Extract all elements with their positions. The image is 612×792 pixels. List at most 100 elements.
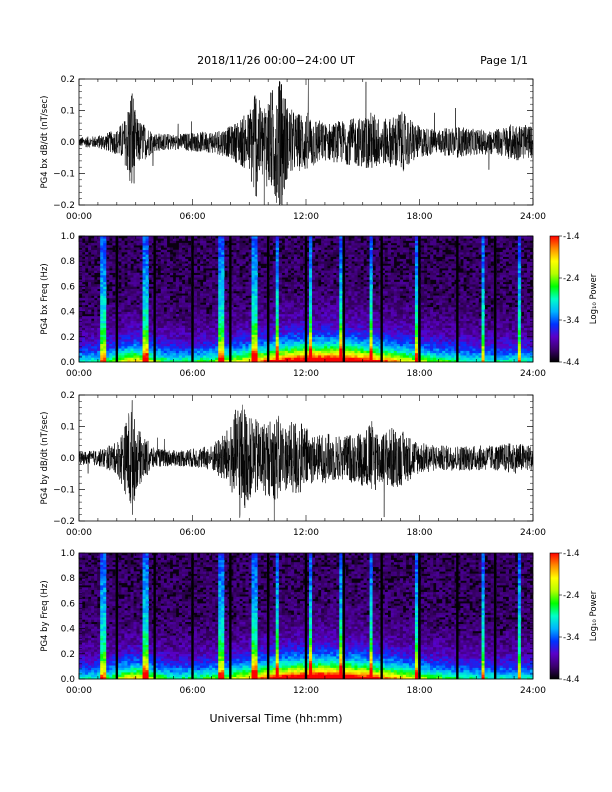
spectrogram-cell bbox=[351, 290, 355, 294]
spectrogram-cell bbox=[184, 355, 189, 358]
spectrogram-cell bbox=[178, 304, 183, 308]
spectrogram-cell bbox=[251, 290, 255, 294]
spectrogram-cell bbox=[233, 313, 237, 317]
spectrogram-cell bbox=[136, 252, 140, 255]
spectrogram-cell bbox=[245, 281, 249, 285]
spectrogram-cell bbox=[160, 352, 165, 356]
spectrogram-cell bbox=[375, 343, 379, 347]
spectrogram-cell bbox=[203, 256, 207, 260]
spectrogram-cell bbox=[309, 316, 313, 319]
spectrogram-cell bbox=[296, 236, 301, 239]
spectrogram-cell bbox=[260, 295, 264, 299]
spectrogram-cell bbox=[363, 323, 367, 326]
spectrogram-cell bbox=[242, 336, 246, 340]
spectrogram-cell bbox=[309, 272, 313, 276]
spectrogram-cell bbox=[91, 284, 95, 287]
spectrogram-cell bbox=[136, 242, 140, 246]
spectrogram-cell bbox=[224, 238, 228, 241]
spectrogram-cell bbox=[82, 236, 86, 239]
spectrogram-cell bbox=[127, 341, 131, 344]
spectrogram-cell bbox=[166, 297, 171, 301]
spectrogram-cell bbox=[375, 242, 379, 246]
spectrogram-cell bbox=[378, 240, 382, 244]
spectrogram-cell bbox=[169, 350, 174, 354]
spectrogram-cell bbox=[293, 274, 298, 278]
panel-1: 0.20.10.0−0.1−0.200:00 06:00 12:00 18:00 24:… bbox=[40, 75, 546, 222]
spectrogram-cell bbox=[133, 334, 137, 338]
spectrogram-cell bbox=[212, 284, 216, 287]
spectrogram-cell bbox=[175, 238, 180, 241]
spectrogram-cell bbox=[203, 343, 207, 347]
spectrogram-cell bbox=[133, 240, 137, 244]
spectrogram-cell bbox=[378, 268, 382, 271]
spectrogram-cell bbox=[88, 336, 92, 340]
spectrogram-cell bbox=[197, 334, 201, 338]
spectrogram-cell bbox=[112, 355, 116, 358]
spectrogram-cell bbox=[109, 341, 113, 344]
spectrogram-cell bbox=[133, 325, 137, 328]
spectrogram-cell bbox=[327, 323, 331, 326]
spectrogram-cell bbox=[197, 355, 201, 358]
spectrogram-cell bbox=[306, 350, 310, 354]
spectrogram-cell bbox=[178, 261, 183, 264]
spectrogram-cell bbox=[366, 268, 370, 271]
spectrogram-cell bbox=[302, 307, 307, 310]
spectrogram-cell bbox=[97, 316, 101, 319]
spectrogram-cell bbox=[209, 359, 213, 363]
spectrogram-cell bbox=[218, 288, 222, 292]
spectrogram-cell bbox=[272, 323, 277, 326]
spectrogram-cell bbox=[339, 311, 343, 315]
spectrogram-cell bbox=[169, 355, 174, 358]
spectrogram-cell bbox=[302, 332, 307, 335]
spectrogram-cell bbox=[351, 311, 355, 315]
spectrogram-cell bbox=[127, 286, 131, 289]
spectrogram-cell bbox=[106, 236, 110, 239]
spectrogram-cell bbox=[79, 279, 83, 283]
spectrogram-cell bbox=[178, 355, 183, 358]
spectrogram-cell bbox=[91, 327, 95, 331]
spectrogram-cell bbox=[378, 302, 382, 306]
spectrogram-cell bbox=[281, 311, 286, 315]
spectrogram-cell bbox=[269, 297, 274, 301]
spectrogram-cell bbox=[130, 274, 134, 278]
spectrogram-cell bbox=[306, 270, 310, 273]
spectrogram-cell bbox=[318, 295, 322, 299]
spectrogram-cell bbox=[299, 281, 304, 285]
spectrogram-cell bbox=[290, 350, 295, 354]
spectrogram-cell bbox=[212, 345, 216, 349]
spectrogram-cell bbox=[130, 272, 134, 276]
spectrogram-cell bbox=[260, 288, 264, 292]
spectrogram-cell bbox=[121, 281, 125, 285]
spectrogram-cell bbox=[218, 355, 222, 358]
spectrogram-cell bbox=[121, 304, 125, 308]
spectrogram-cell bbox=[145, 332, 149, 335]
spectrogram-cell bbox=[79, 316, 83, 319]
spectrogram-cell bbox=[166, 307, 171, 310]
spectrogram-cell bbox=[375, 332, 379, 335]
spectrogram-cell bbox=[230, 286, 234, 289]
spectrogram-cell bbox=[124, 323, 128, 326]
spectrogram-cell bbox=[254, 290, 258, 294]
spectrogram-cell bbox=[330, 293, 334, 296]
spectrogram-cell bbox=[348, 270, 352, 273]
spectrogram-cell bbox=[360, 323, 364, 326]
spectrogram-cell bbox=[351, 341, 355, 344]
spectrogram-cell bbox=[151, 293, 155, 296]
spectrogram-cell bbox=[91, 288, 95, 292]
spectrogram-cell bbox=[121, 240, 125, 244]
spectrogram-cell bbox=[287, 334, 292, 338]
spectrogram-cell bbox=[127, 348, 131, 351]
spectrogram-cell bbox=[333, 263, 337, 267]
spectrogram-cell bbox=[306, 357, 310, 361]
spectrogram-cell bbox=[378, 307, 382, 310]
spectrogram-cell bbox=[278, 339, 283, 342]
spectrogram-cell bbox=[312, 268, 316, 271]
spectrogram-cell bbox=[142, 288, 146, 292]
spectrogram-cell bbox=[118, 258, 122, 262]
spectrogram-cell bbox=[200, 336, 204, 340]
spectrogram-cell bbox=[321, 352, 325, 356]
spectrogram-cell bbox=[372, 316, 376, 319]
spectrogram-cell bbox=[157, 304, 162, 308]
spectrogram-cell bbox=[236, 304, 240, 308]
spectrogram-cell bbox=[378, 316, 382, 319]
